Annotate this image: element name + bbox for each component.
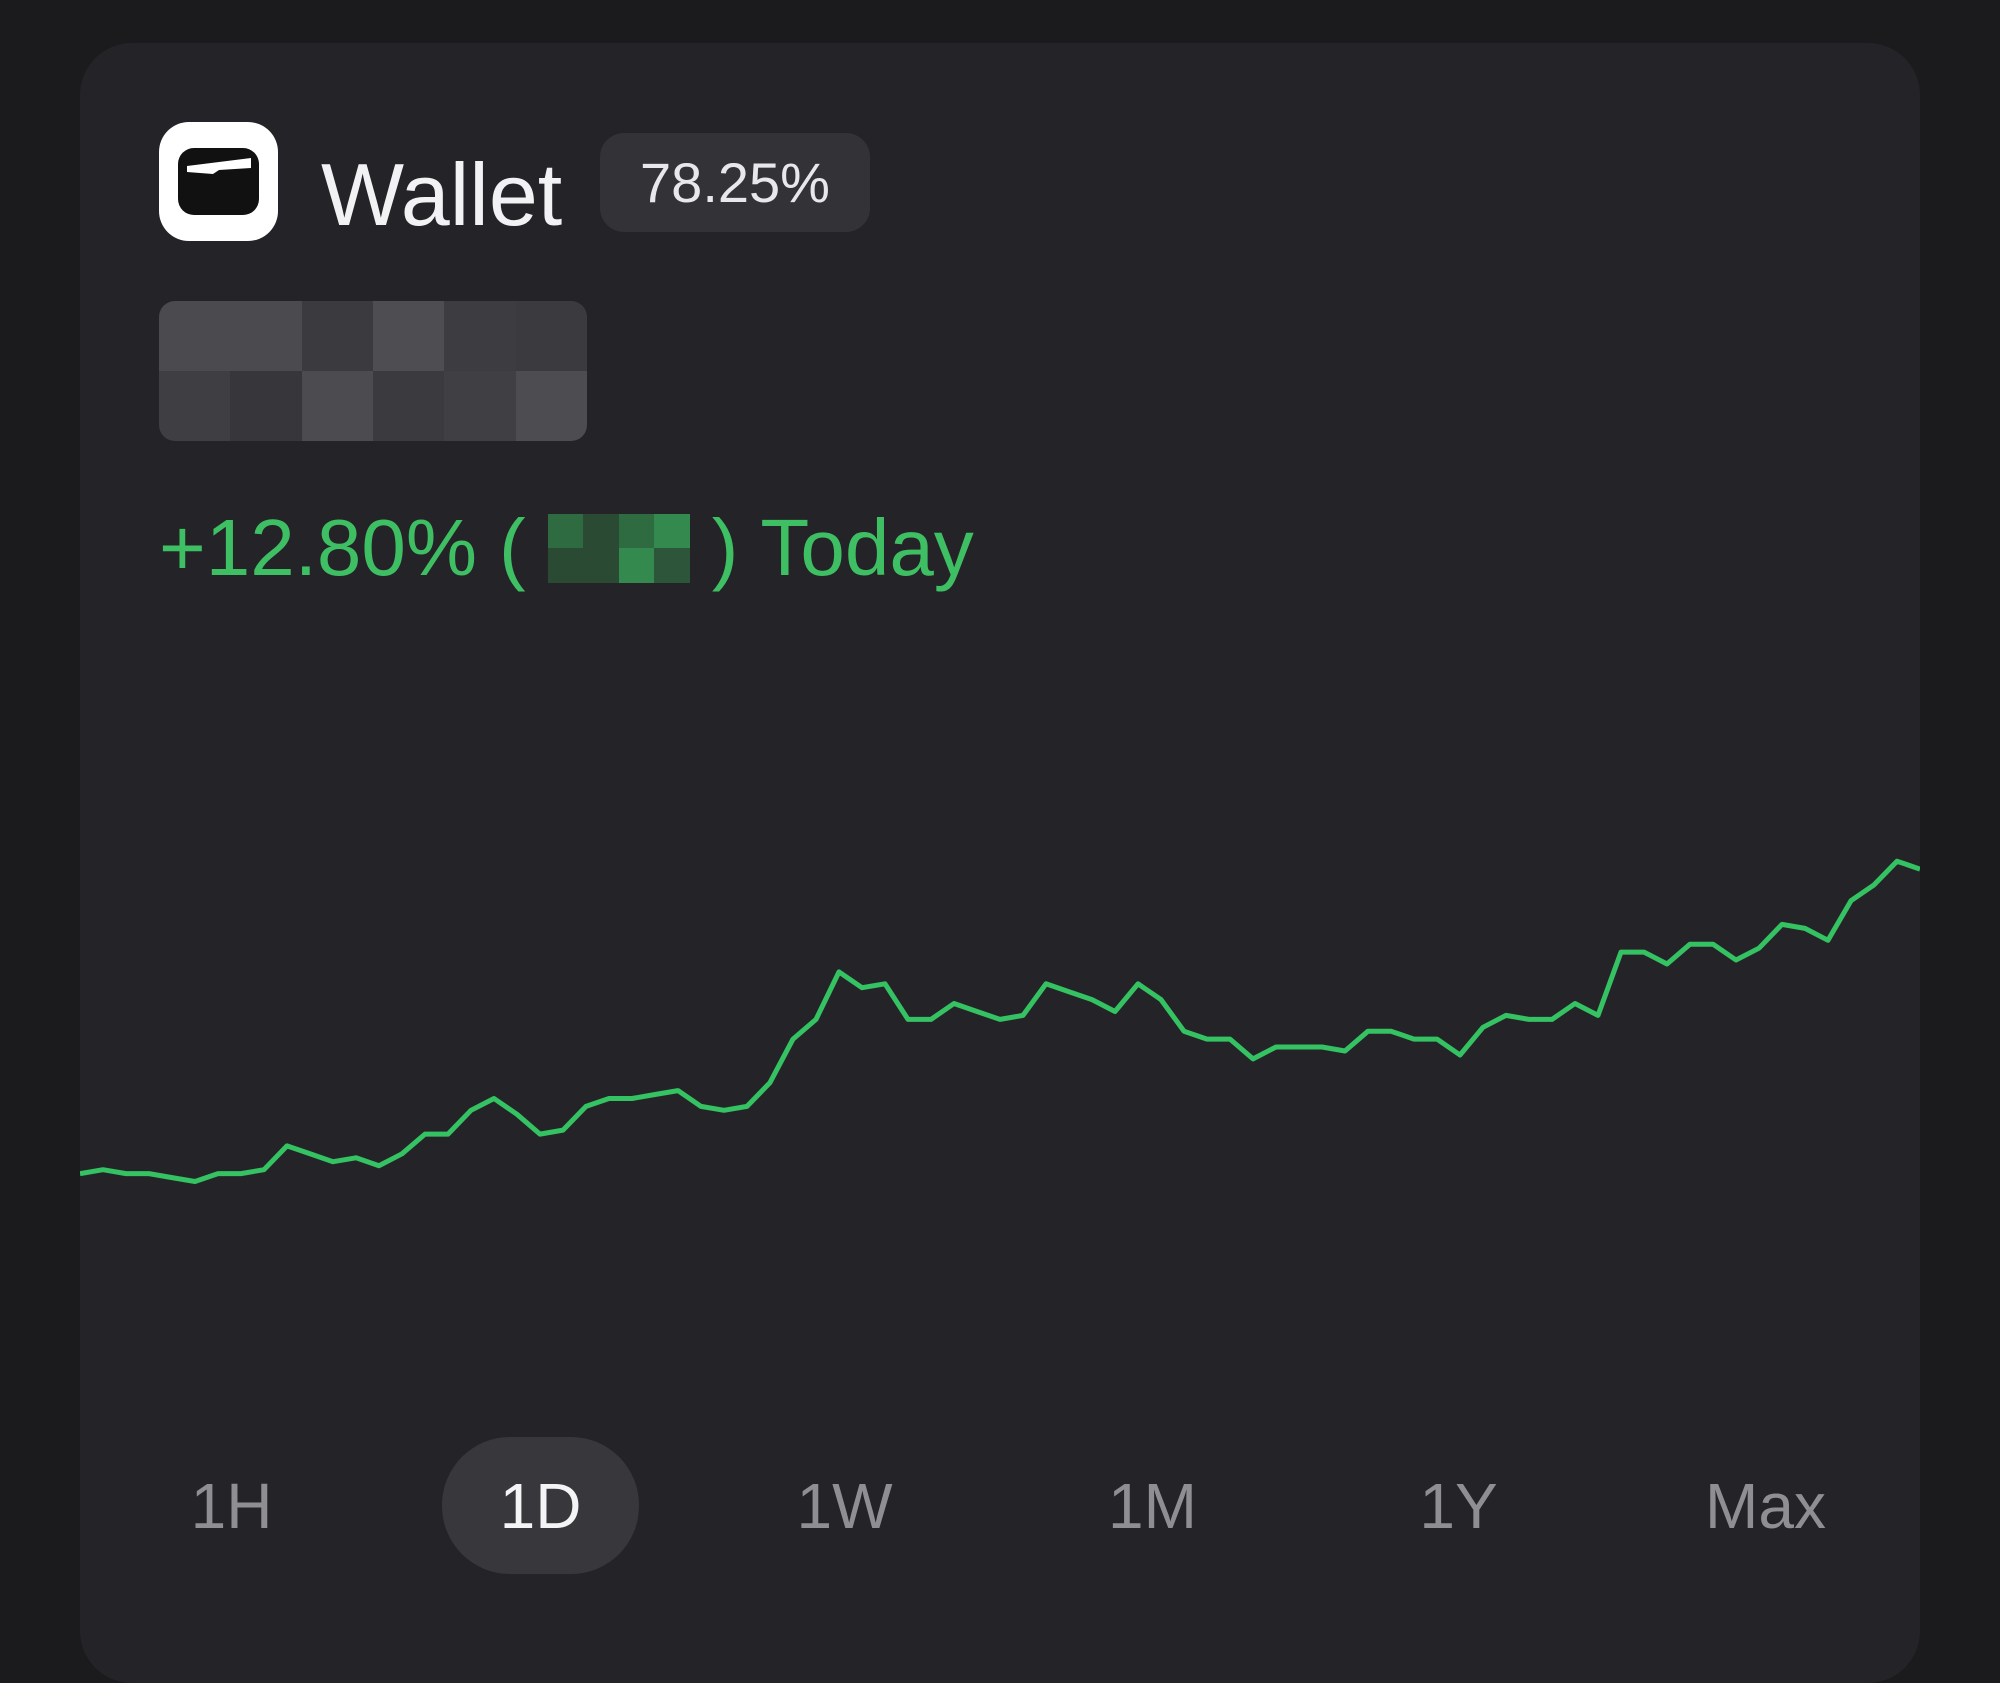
change-row: +12.80% ( ) Today: [159, 493, 974, 603]
range-tab[interactable]: 1W: [796, 1469, 893, 1542]
hidden-amount: [547, 513, 690, 583]
wallet-card: Wallet 78.25% +12.80% ( ) Today 1H 1D 1W 1M…: [80, 43, 1920, 1683]
range-tab[interactable]: 1D: [442, 1437, 639, 1574]
range-tab[interactable]: 1H: [190, 1469, 273, 1542]
change-percent: +12.80%: [159, 503, 478, 592]
wallet-glyph: [178, 148, 259, 215]
price-chart: [80, 858, 1920, 1184]
wallet-icon: [159, 122, 278, 241]
paren-close: ): [711, 503, 739, 592]
price-line: [80, 858, 1920, 1184]
range-tab[interactable]: 1M: [1108, 1469, 1197, 1542]
range-tab[interactable]: Max: [1705, 1469, 1826, 1542]
share-badge: 78.25%: [600, 133, 870, 232]
paren-open: (: [499, 503, 526, 592]
hidden-balance: [159, 301, 587, 441]
range-tab[interactable]: 1Y: [1419, 1469, 1498, 1542]
wallet-title: Wallet: [321, 145, 563, 244]
period-label: Today: [760, 503, 974, 592]
